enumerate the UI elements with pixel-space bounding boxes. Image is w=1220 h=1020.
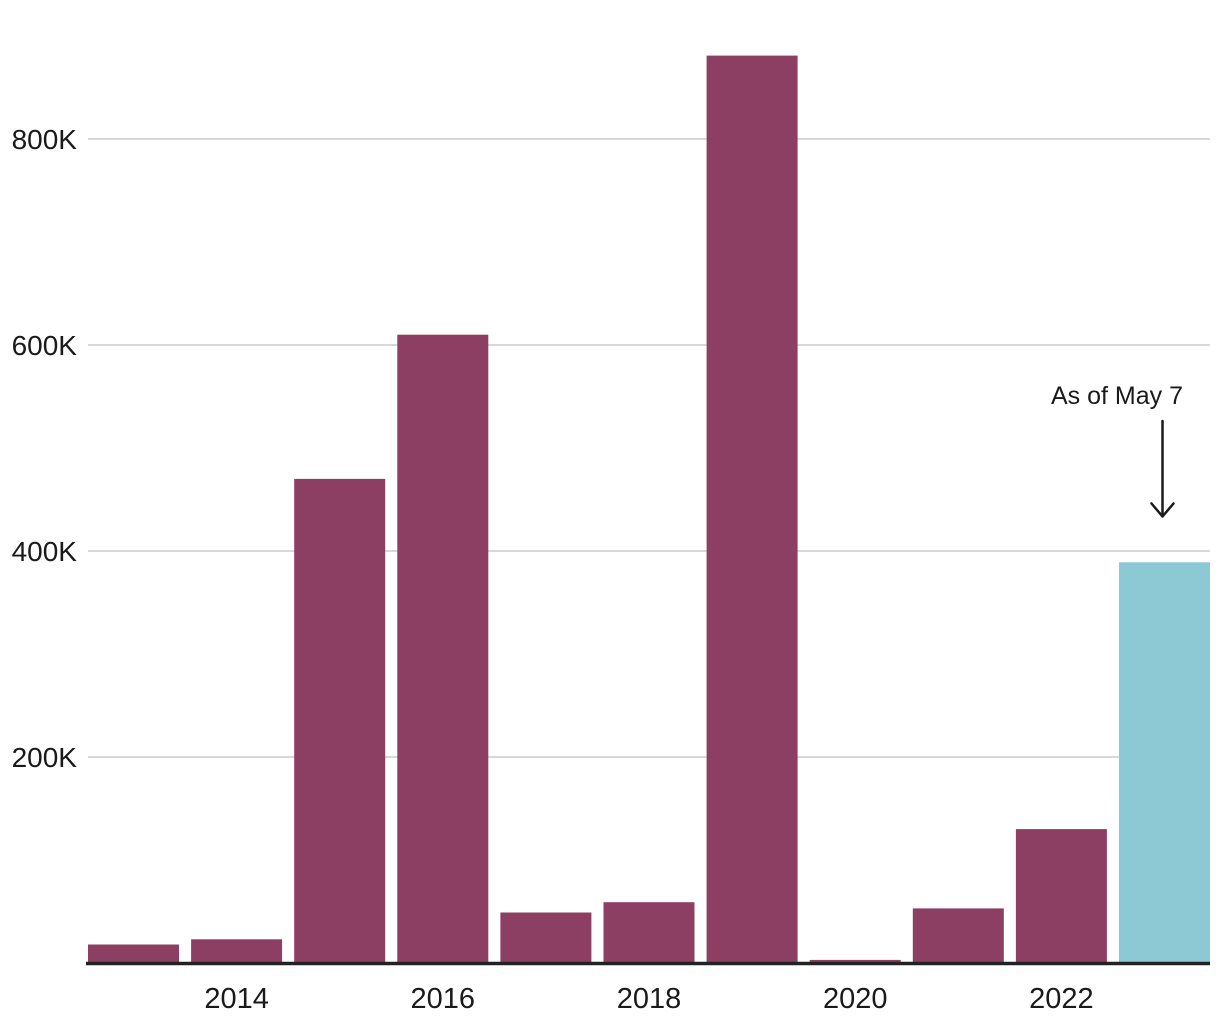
x-tick-label: 2018 [617, 983, 682, 1015]
y-tick-label: 400K [12, 536, 78, 567]
bar-2022 [1015, 829, 1107, 964]
x-axis-labels: 2014 2016 2018 2020 2022 [204, 983, 1093, 1015]
gridlines [88, 138, 1210, 758]
bar-2019 [706, 55, 798, 965]
bar-2013 [88, 944, 179, 964]
y-tick-label: 200K [12, 742, 78, 773]
x-tick-label: 2020 [823, 983, 888, 1015]
arrow-down-icon [1150, 419, 1175, 518]
bar-2017 [500, 912, 592, 964]
bar-2021 [912, 908, 1004, 964]
bars [88, 55, 1210, 965]
bar-2018 [603, 902, 695, 964]
bar-2015 [294, 478, 386, 964]
y-axis-labels: 200K 400K 600K 800K [12, 124, 78, 773]
bar-2023 [1119, 562, 1210, 964]
bar-2014 [191, 939, 283, 964]
y-tick-label: 800K [12, 124, 78, 155]
y-tick-label: 600K [12, 330, 78, 361]
annotation-label: As of May 7 [1051, 382, 1183, 410]
bar-2016 [397, 334, 489, 964]
x-tick-label: 2022 [1029, 983, 1094, 1015]
annotation: As of May 7 [1051, 382, 1183, 518]
x-tick-label: 2016 [411, 983, 476, 1015]
x-tick-label: 2014 [204, 983, 269, 1015]
